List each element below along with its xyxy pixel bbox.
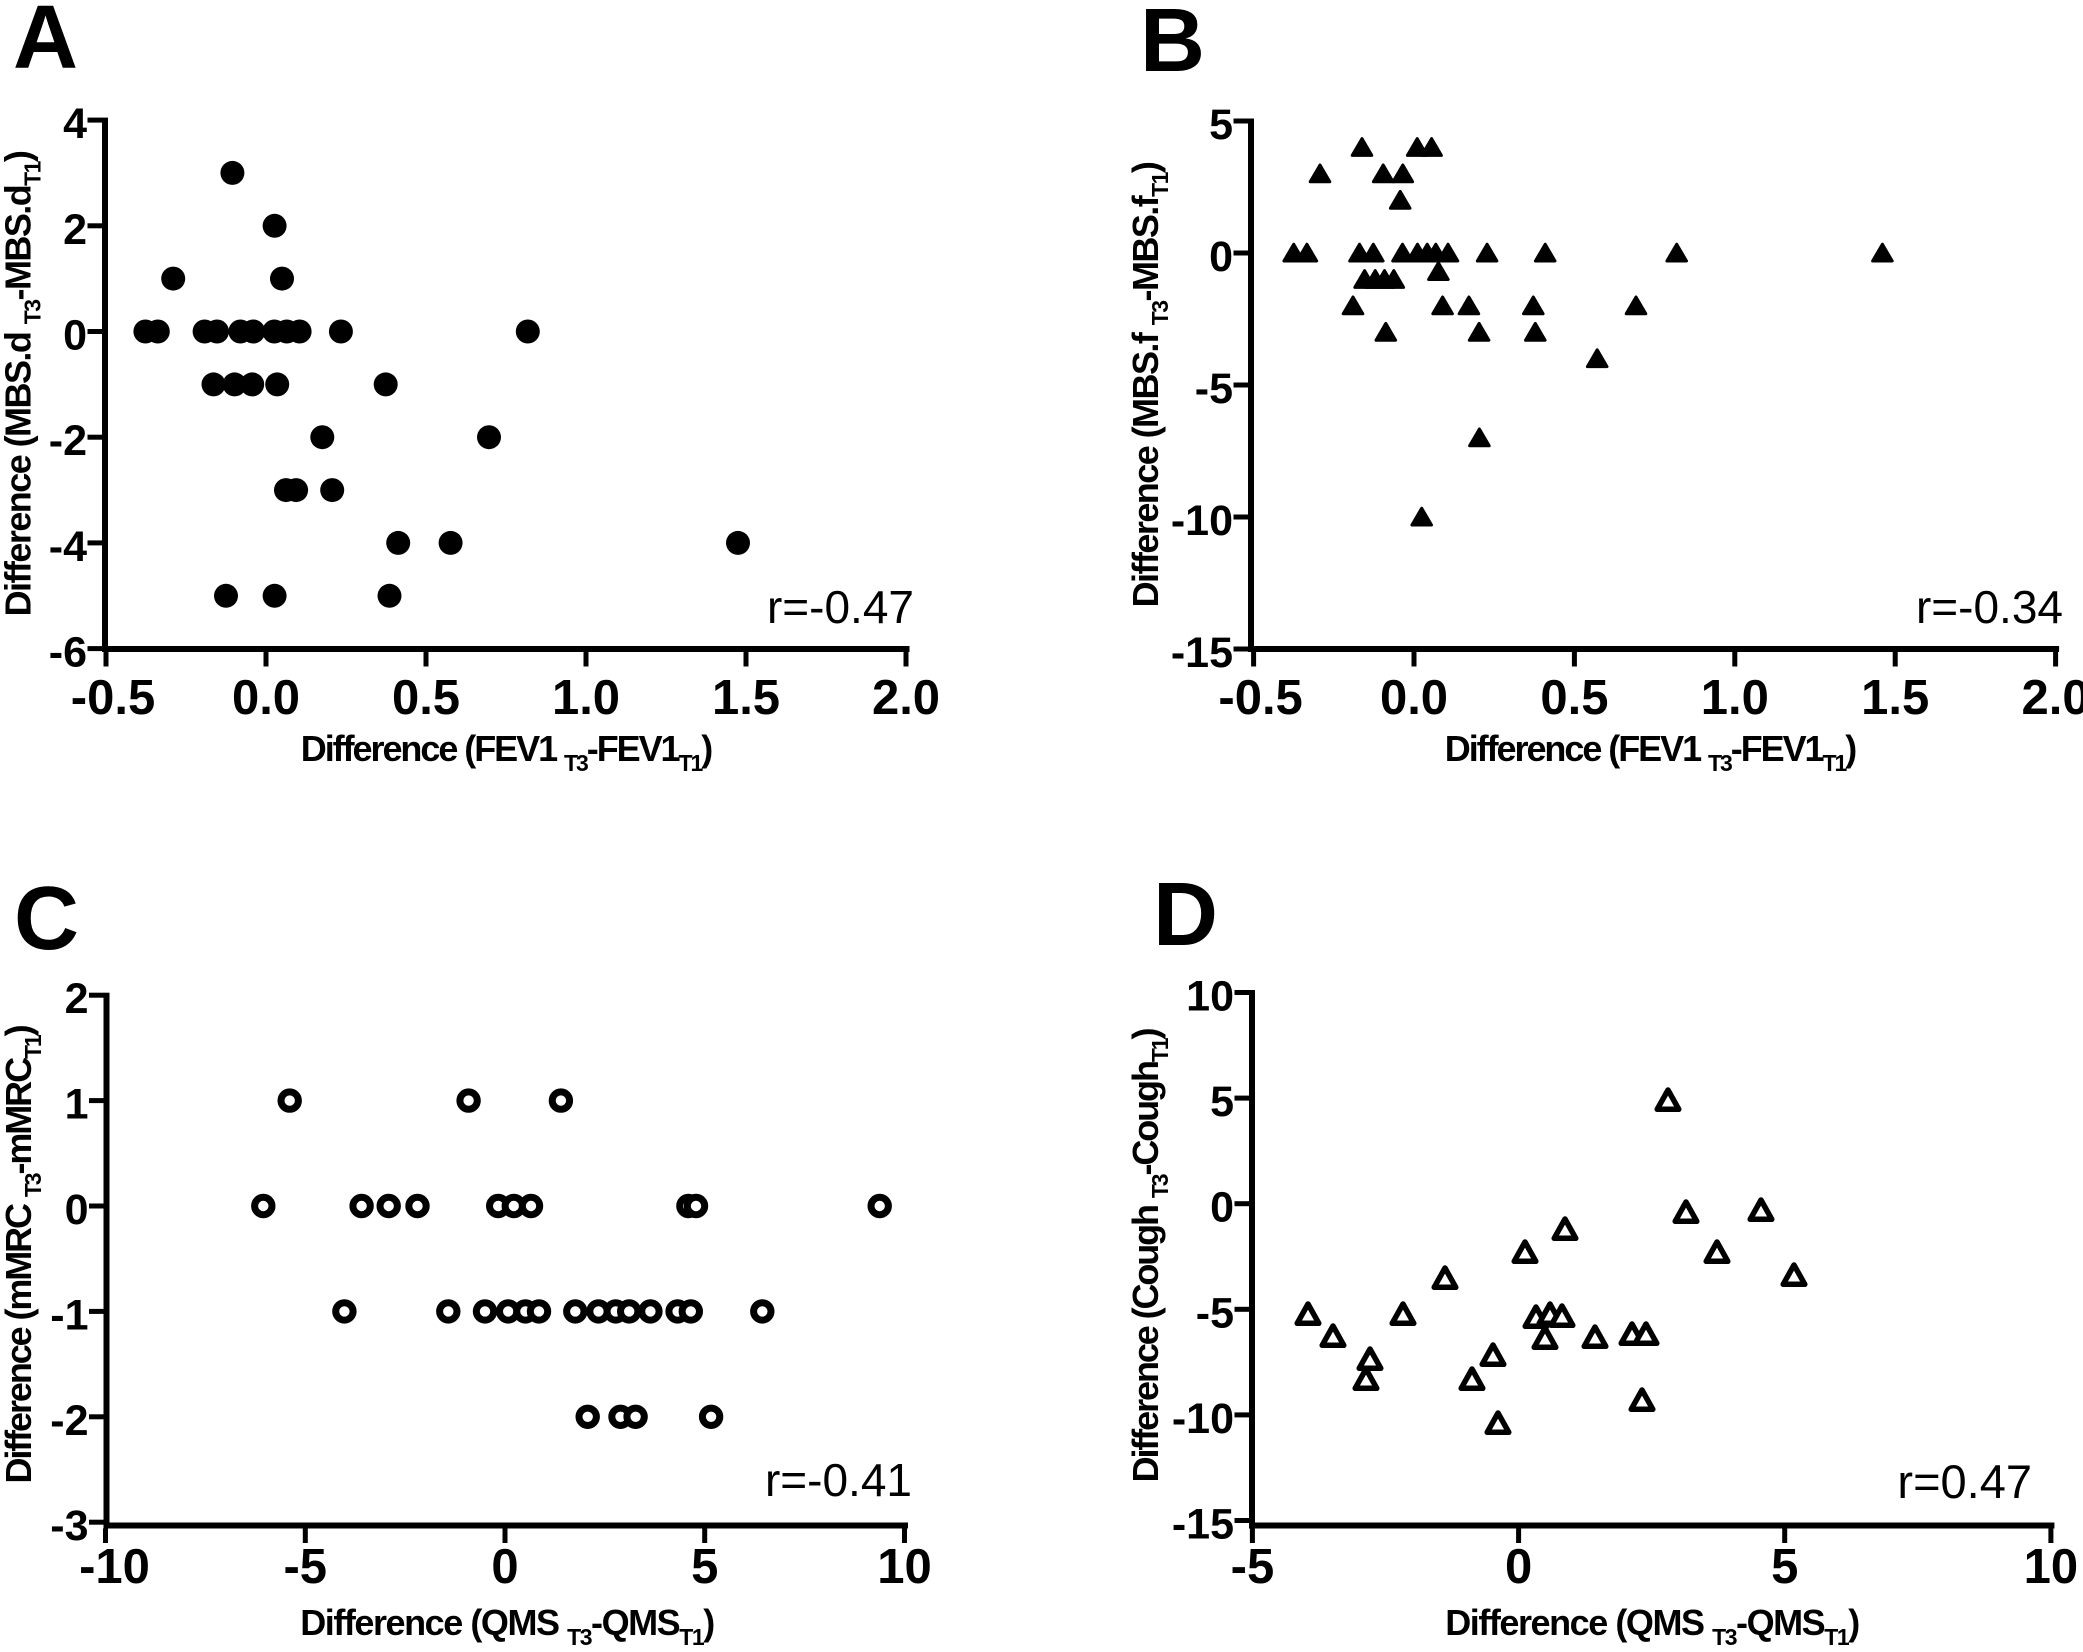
svg-text:-15: -15 bbox=[1171, 629, 1233, 677]
svg-text:Difference (MBS.f T3-MBS.fT1): Difference (MBS.f T3-MBS.fT1) bbox=[1125, 162, 1173, 607]
svg-text:1.0: 1.0 bbox=[552, 671, 620, 725]
svg-text:-15: -15 bbox=[1172, 1501, 1234, 1549]
svg-text:-6: -6 bbox=[49, 629, 87, 677]
svg-text:Difference (mMRC T3-mMRCT1): Difference (mMRC T3-mMRCT1) bbox=[0, 1025, 46, 1483]
svg-text:r=-0.34: r=-0.34 bbox=[1916, 581, 2063, 633]
svg-text:1.5: 1.5 bbox=[1861, 671, 1929, 725]
svg-text:r=-0.41: r=-0.41 bbox=[765, 1454, 912, 1506]
svg-text:1.0: 1.0 bbox=[1701, 671, 1769, 725]
svg-text:-5: -5 bbox=[1196, 1289, 1234, 1337]
svg-text:0: 0 bbox=[491, 1540, 518, 1594]
svg-text:10: 10 bbox=[2024, 1540, 2079, 1594]
svg-text:4: 4 bbox=[63, 100, 87, 148]
svg-text:C: C bbox=[14, 869, 79, 969]
svg-text:0: 0 bbox=[1505, 1540, 1532, 1594]
svg-text:-10: -10 bbox=[1172, 1395, 1234, 1443]
svg-text:0.0: 0.0 bbox=[1380, 671, 1448, 725]
svg-text:r=-0.47: r=-0.47 bbox=[767, 581, 914, 633]
svg-text:D: D bbox=[1153, 865, 1218, 965]
svg-text:-0.5: -0.5 bbox=[71, 671, 155, 725]
svg-text:1: 1 bbox=[65, 1081, 89, 1129]
svg-text:-10: -10 bbox=[1171, 497, 1233, 545]
svg-text:B: B bbox=[1140, 0, 1205, 91]
svg-text:5: 5 bbox=[691, 1540, 718, 1594]
svg-text:Difference (QMS T3-QMST1): Difference (QMS T3-QMST1) bbox=[300, 1602, 714, 1650]
svg-text:0: 0 bbox=[1209, 233, 1233, 281]
svg-text:0: 0 bbox=[65, 1186, 89, 1234]
svg-text:2.0: 2.0 bbox=[2022, 671, 2083, 725]
svg-text:0: 0 bbox=[1210, 1184, 1234, 1232]
svg-text:10: 10 bbox=[877, 1540, 932, 1594]
svg-text:2: 2 bbox=[63, 206, 87, 254]
svg-text:-2: -2 bbox=[50, 1397, 88, 1445]
svg-text:-2: -2 bbox=[49, 417, 87, 465]
svg-text:5: 5 bbox=[1771, 1540, 1798, 1594]
svg-text:-5: -5 bbox=[283, 1540, 327, 1594]
svg-text:Difference (FEV1 T3-FEV1T1): Difference (FEV1 T3-FEV1T1) bbox=[1445, 728, 1857, 776]
svg-text:0.0: 0.0 bbox=[232, 671, 300, 725]
svg-text:-3: -3 bbox=[50, 1502, 88, 1550]
svg-text:5: 5 bbox=[1209, 101, 1233, 149]
svg-text:Difference (FEV1 T3-FEV1T1): Difference (FEV1 T3-FEV1T1) bbox=[301, 728, 713, 776]
svg-text:Difference (Cough T3-CoughT1): Difference (Cough T3-CoughT1) bbox=[1125, 1029, 1173, 1483]
svg-text:-5: -5 bbox=[1231, 1540, 1275, 1594]
svg-text:-4: -4 bbox=[49, 523, 87, 571]
svg-text:5: 5 bbox=[1210, 1078, 1234, 1126]
svg-text:-1: -1 bbox=[50, 1291, 88, 1339]
svg-text:Difference (MBS.d T3-MBS.dT1): Difference (MBS.d T3-MBS.dT1) bbox=[0, 151, 46, 616]
svg-text:0: 0 bbox=[63, 312, 87, 360]
svg-text:-10: -10 bbox=[79, 1540, 150, 1594]
svg-text:10: 10 bbox=[1186, 973, 1234, 1021]
svg-text:0.5: 0.5 bbox=[392, 671, 460, 725]
svg-text:0.5: 0.5 bbox=[1540, 671, 1608, 725]
svg-text:2: 2 bbox=[65, 975, 89, 1023]
svg-text:A: A bbox=[13, 0, 78, 88]
svg-text:2.0: 2.0 bbox=[872, 671, 940, 725]
svg-text:r=0.47: r=0.47 bbox=[1897, 1455, 2032, 1508]
svg-text:1.5: 1.5 bbox=[712, 671, 780, 725]
svg-text:-5: -5 bbox=[1195, 365, 1233, 413]
svg-text:Difference (QMS T3-QMST1): Difference (QMS T3-QMST1) bbox=[1445, 1602, 1859, 1650]
svg-text:-0.5: -0.5 bbox=[1218, 671, 1302, 725]
